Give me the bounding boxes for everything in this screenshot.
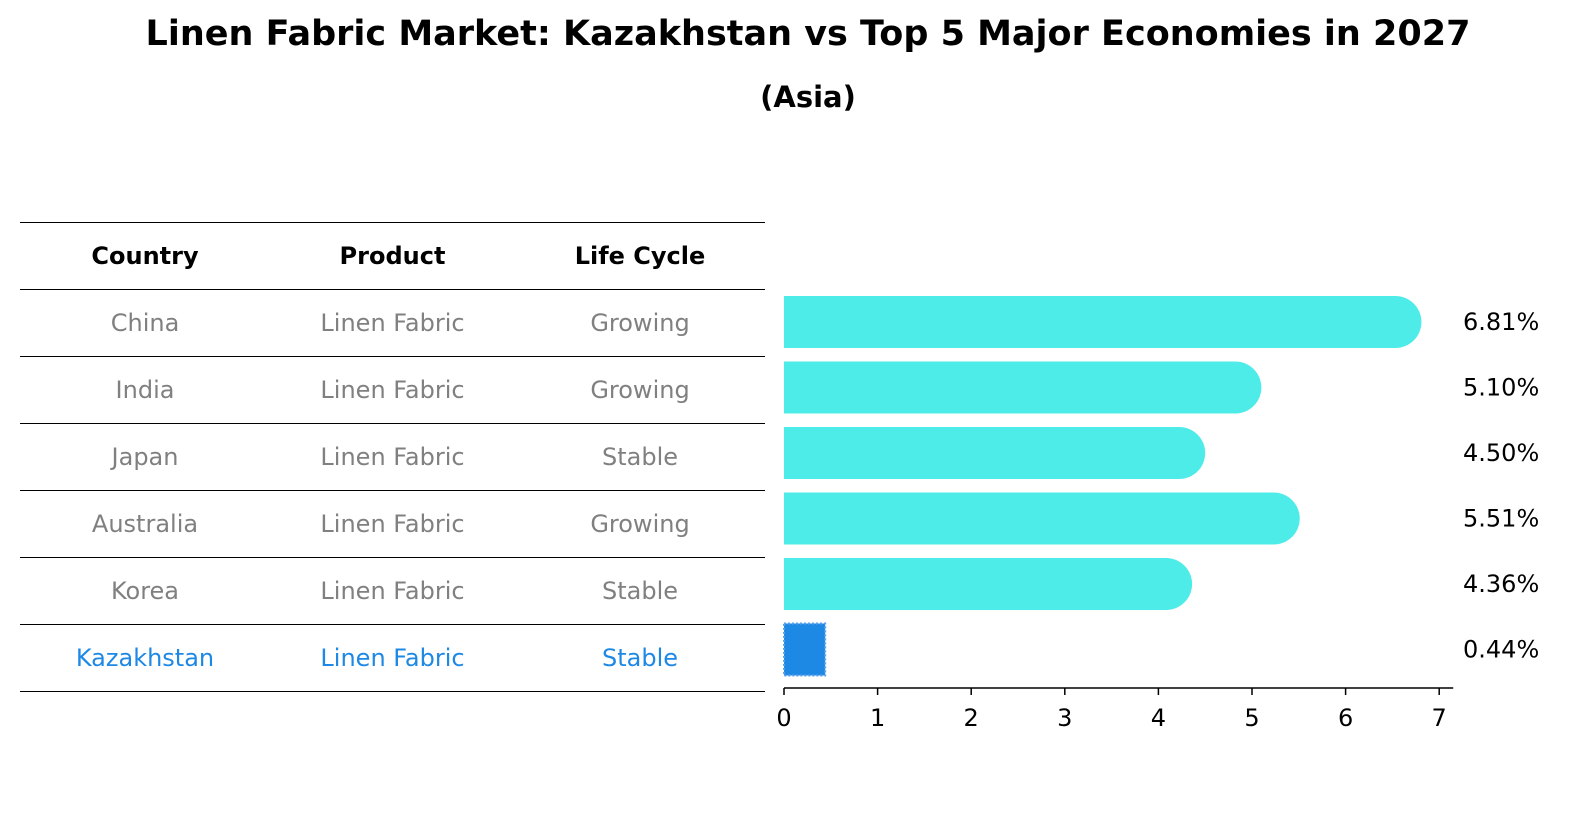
country-cell: India	[115, 376, 175, 404]
bar-japan	[784, 427, 1206, 479]
table-row: India Linen Fabric Growing	[20, 357, 765, 424]
x-tick-label: 1	[870, 704, 885, 732]
product-cell: Linen Fabric	[320, 376, 465, 404]
column-header-life-cycle: Life Cycle	[574, 242, 706, 270]
x-tick-label: 2	[964, 704, 979, 732]
bar-korea	[784, 558, 1193, 610]
value-label-india: 5.10%	[1463, 374, 1539, 402]
x-tick-label: 0	[776, 704, 791, 732]
value-label-japan: 4.50%	[1463, 439, 1539, 467]
country-cell: Kazakhstan	[75, 644, 215, 672]
life-cycle-cell: Growing	[590, 510, 690, 538]
life-cycle-cell: Growing	[590, 376, 690, 404]
country-cell: China	[110, 309, 180, 337]
column-header-country: Country	[91, 242, 199, 270]
product-cell: Linen Fabric	[320, 443, 465, 471]
value-label-kazakhstan: 0.44%	[1463, 636, 1539, 664]
product-cell: Linen Fabric	[320, 309, 465, 337]
country-cell: Australia	[91, 510, 199, 538]
chart-title: Linen Fabric Market: Kazakhstan vs Top 5…	[145, 14, 1471, 54]
x-tick-label: 6	[1338, 704, 1353, 732]
table-row: Australia Linen Fabric Growing	[20, 491, 765, 558]
x-tick-label: 5	[1244, 704, 1259, 732]
chart-subtitle: (Asia)	[760, 80, 856, 114]
bar-australia	[784, 492, 1300, 545]
country-table: Country Product Life Cycle China Linen F…	[20, 222, 765, 692]
bar-china	[784, 296, 1422, 348]
table-header-row: Country Product Life Cycle	[20, 222, 765, 290]
product-cell: Linen Fabric	[320, 644, 465, 672]
bar-kazakhstan	[783, 622, 827, 677]
table-row: China Linen Fabric Growing	[20, 290, 765, 357]
life-cycle-cell: Stable	[601, 577, 679, 605]
life-cycle-cell: Growing	[590, 309, 690, 337]
bar-chart: 6.81% 5.10% 4.50% 5.51% 4.36% 0.44% 0 1 2 3 4 5 6 7	[776, 296, 1539, 732]
life-cycle-cell: Stable	[601, 644, 679, 672]
life-cycle-cell: Stable	[601, 443, 679, 471]
column-header-product: Product	[339, 242, 446, 270]
country-cell: Japan	[111, 443, 179, 471]
table-row-highlight: Kazakhstan Linen Fabric Stable	[20, 625, 765, 692]
table-row: Korea Linen Fabric Stable	[20, 558, 765, 625]
country-cell: Korea	[110, 577, 180, 605]
value-label-china: 6.81%	[1463, 308, 1539, 336]
bar-india	[784, 361, 1262, 414]
product-cell: Linen Fabric	[320, 510, 465, 538]
x-tick-label: 4	[1151, 704, 1166, 732]
x-tick-label: 7	[1432, 704, 1447, 732]
value-label-korea: 4.36%	[1463, 570, 1539, 598]
product-cell: Linen Fabric	[320, 577, 465, 605]
x-tick-label: 3	[1057, 704, 1072, 732]
table-row: Japan Linen Fabric Stable	[20, 424, 765, 491]
value-label-australia: 5.51%	[1463, 505, 1539, 533]
